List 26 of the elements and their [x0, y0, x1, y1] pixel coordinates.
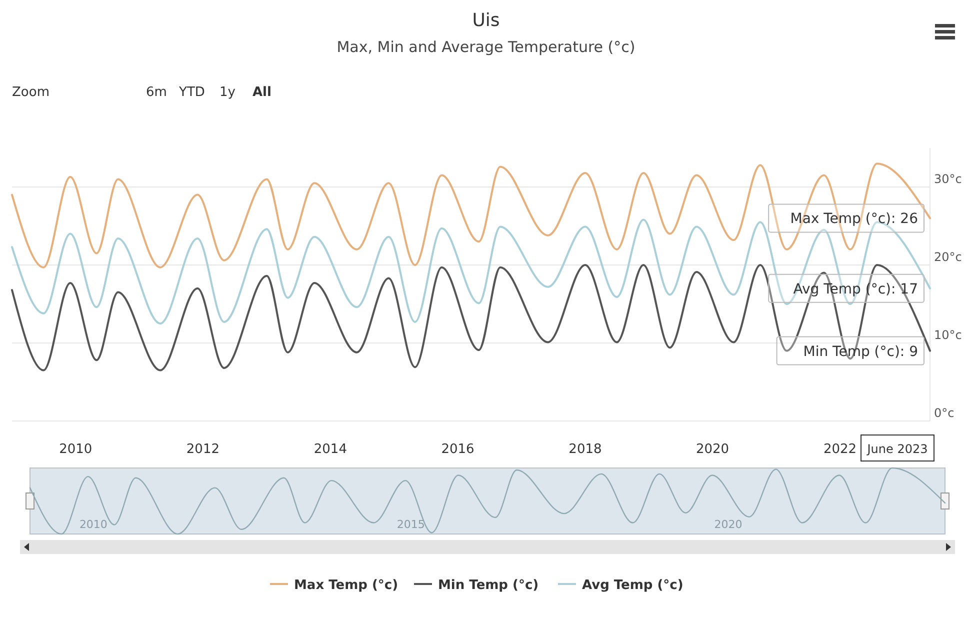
- text: All: [252, 85, 272, 100]
- x-tick-label: 2015: [396, 518, 425, 531]
- x-tick-label: 2018: [568, 442, 602, 457]
- text: Zoom: [12, 85, 50, 100]
- x-tick-label: 2020: [714, 518, 742, 531]
- text: 1y: [220, 85, 236, 100]
- x-tick-label: 2012: [186, 442, 220, 457]
- y-tick-label: 10°c: [934, 328, 962, 342]
- x-tick-label: 2016: [441, 442, 474, 457]
- legend-label: Avg Temp (°c): [582, 578, 684, 593]
- x-tick-label: 2014: [314, 442, 347, 457]
- y-tick-label: 20°c: [934, 250, 962, 264]
- x-tick-label: 2010: [79, 518, 108, 531]
- legend-label: Min Temp (°c): [438, 578, 539, 593]
- text: June 2023: [866, 442, 928, 456]
- annotation: Max Temp (°c): 26: [790, 211, 918, 228]
- text: 6m: [146, 85, 167, 100]
- legend-label: Max Temp (°c): [294, 578, 398, 593]
- x-tick-label: 2020: [696, 442, 730, 457]
- chart-subtitle: Max, Min and Average Temperature (°c): [336, 38, 636, 56]
- x-tick-label: 2010: [59, 442, 92, 457]
- chart-title: Uis: [472, 10, 500, 31]
- y-tick-label: 0°c: [934, 406, 954, 420]
- y-tick-label: 30°c: [934, 172, 962, 186]
- x-tick-label: 2022: [823, 442, 857, 457]
- text: YTD: [178, 85, 205, 100]
